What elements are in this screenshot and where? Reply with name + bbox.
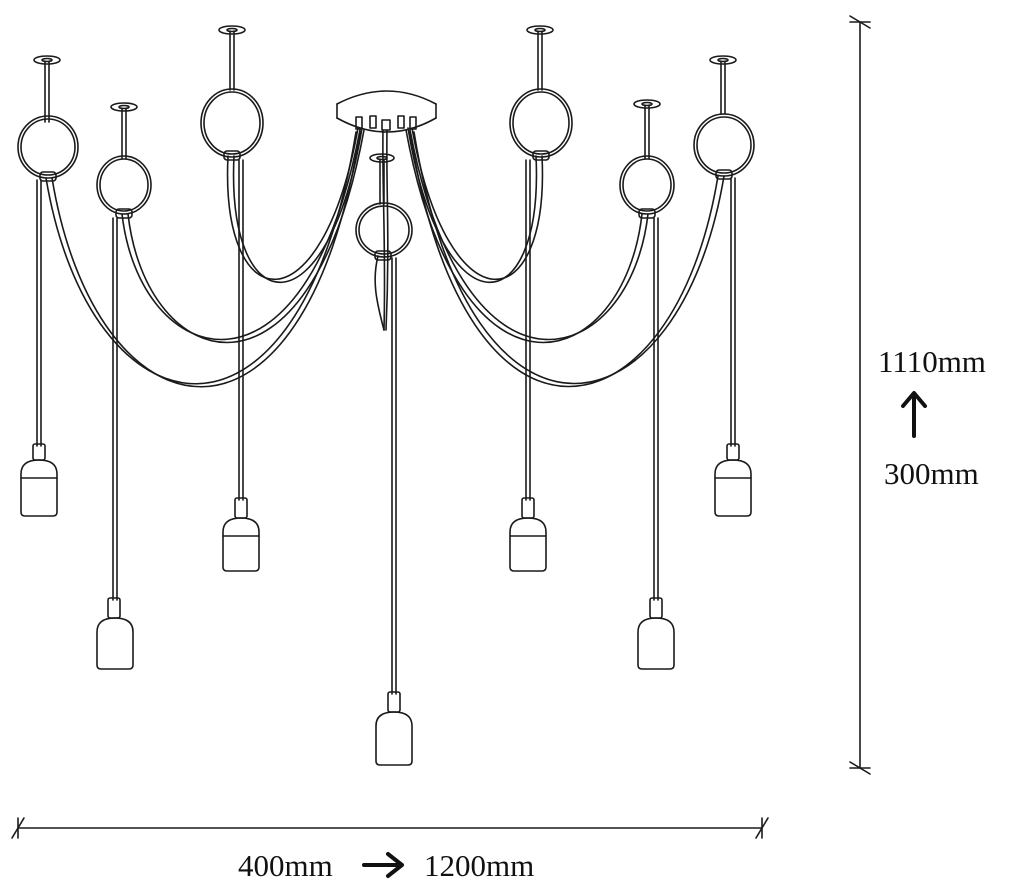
right-arrow-icon: [362, 852, 404, 878]
lamp-sockets: [20, 443, 752, 766]
drop-cords: [36, 159, 736, 695]
ceiling-canopy: [336, 90, 437, 133]
height-dimension-line: [849, 15, 871, 775]
height-min-label: 300mm: [884, 456, 979, 491]
height-max-label: 1110mm: [878, 344, 986, 379]
width-min-label: 400mm: [238, 848, 333, 883]
cord-swags: [45, 127, 725, 388]
width-max-label: 1200mm: [424, 848, 535, 883]
width-dimension-line: [11, 817, 769, 839]
up-arrow-icon: [901, 391, 927, 438]
ceiling-hooks: [17, 25, 755, 261]
